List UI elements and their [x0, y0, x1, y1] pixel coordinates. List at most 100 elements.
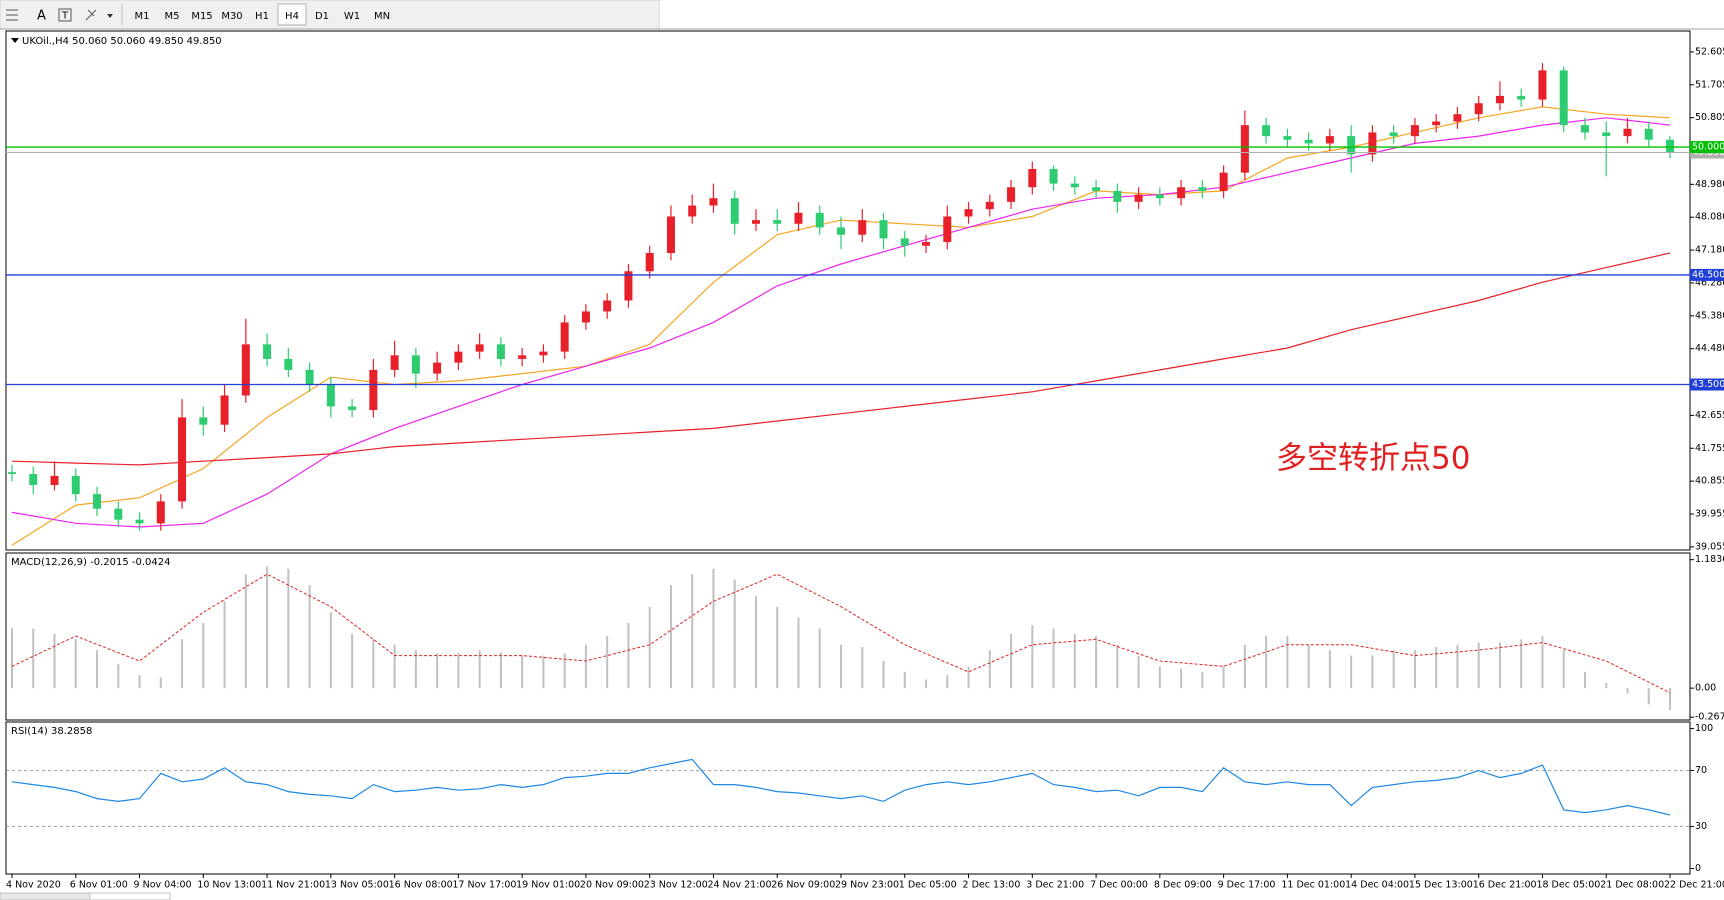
candle-body	[1474, 103, 1483, 115]
macd-bar	[1052, 628, 1055, 689]
shapes-dropdown[interactable]	[107, 14, 113, 18]
crosshair-icon[interactable]	[6, 9, 18, 21]
timeframe-button[interactable]: M5	[165, 11, 180, 22]
timeframe-button[interactable]: H1	[255, 11, 269, 22]
macd-bar	[733, 579, 736, 689]
candle-body	[241, 344, 250, 396]
macd-bar	[1371, 655, 1374, 689]
macd-bar	[818, 628, 821, 689]
timeframe-button[interactable]: M1	[135, 11, 150, 22]
macd-bar	[499, 652, 502, 689]
macd-bar	[53, 633, 56, 689]
macd-bar	[903, 671, 906, 689]
candle-body	[1517, 95, 1526, 100]
macd-bar	[244, 574, 247, 689]
x-tick-label: 3 Dec 21:00	[1026, 880, 1084, 891]
candle-body	[93, 494, 102, 509]
candle-body	[1049, 168, 1058, 184]
moving-average	[11, 252, 1671, 466]
macd-bar	[627, 623, 630, 689]
y-tick-label: 44.480	[1695, 343, 1724, 354]
macd-bar	[1392, 650, 1395, 689]
tab[interactable]	[89, 892, 171, 900]
x-tick-label: 9 Nov 04:00	[134, 880, 192, 891]
macd-bar	[74, 639, 77, 689]
candle-body	[581, 311, 590, 323]
macd-bar	[1286, 636, 1289, 689]
candle-body	[1134, 194, 1143, 202]
macd-bar	[1243, 644, 1246, 689]
candle-body	[1240, 125, 1249, 173]
level-box	[1690, 268, 1724, 281]
y-tick-label: 48.080	[1695, 212, 1724, 223]
y-tick-label: 47.180	[1695, 245, 1724, 256]
macd-bar	[1350, 655, 1353, 689]
y-tick-label: 52.605	[1695, 46, 1724, 57]
timeframe-button[interactable]: D1	[315, 11, 329, 22]
candle-body	[1623, 128, 1632, 137]
candle-body	[8, 472, 16, 475]
label-tool[interactable]	[58, 8, 72, 22]
y-tick-label: 70	[1695, 765, 1707, 776]
candle-body	[433, 362, 442, 374]
macd-bar	[946, 675, 949, 689]
candle-body	[1283, 136, 1292, 140]
y-tick-label: 39.055	[1695, 541, 1724, 552]
candle-body	[1432, 121, 1441, 126]
x-tick-label: 11 Nov 21:00	[261, 880, 325, 891]
candle-body	[1559, 70, 1568, 126]
x-tick-label: 6 Nov 01:00	[70, 880, 128, 891]
candle-body	[1389, 132, 1398, 137]
candle-body	[1538, 70, 1547, 100]
macd-bar	[414, 650, 417, 689]
candle-body	[922, 242, 931, 246]
x-tick-label: 10 Nov 13:00	[197, 880, 261, 891]
tab[interactable]	[0, 892, 91, 900]
y-tick-label: 42.655	[1695, 410, 1724, 421]
candle-body	[1453, 114, 1462, 122]
main-panel-frame	[5, 30, 1691, 551]
candle-body	[1304, 139, 1313, 144]
macd-bar	[1562, 650, 1565, 689]
x-tick-label: 13 Nov 05:00	[325, 880, 389, 891]
timeframe-button[interactable]: MN	[374, 11, 390, 22]
macd-bar	[754, 595, 757, 689]
candle-body	[1262, 125, 1271, 137]
x-tick-label: 23 Nov 12:00	[644, 880, 708, 891]
x-tick-label: 11 Dec 01:00	[1281, 880, 1345, 891]
annotation: 多空转折点50	[1276, 441, 1470, 477]
candle-body	[964, 209, 973, 217]
x-tick-label: 19 Nov 01:00	[516, 880, 580, 891]
y-tick-label: 51.705	[1695, 79, 1724, 90]
macd-bar	[542, 655, 545, 689]
candle-body	[1495, 95, 1504, 104]
candle-body	[454, 351, 463, 363]
level-box	[1690, 378, 1724, 391]
y-tick-label: 50.805	[1695, 112, 1724, 123]
timeframe-button[interactable]: W1	[344, 11, 360, 22]
timeframe-button[interactable]: M15	[191, 11, 212, 22]
text-tool[interactable]: A	[37, 9, 46, 24]
candle-body	[71, 475, 80, 495]
candle-body	[624, 271, 633, 301]
candle-body	[199, 417, 208, 425]
candle-body	[1602, 132, 1611, 137]
macd-bar	[478, 650, 481, 689]
macd-bar	[521, 655, 524, 689]
panel-menu-arrow[interactable]	[11, 38, 19, 43]
timeframe-button[interactable]: H4	[285, 11, 299, 22]
candle-body	[603, 300, 612, 312]
macd-bar	[797, 617, 800, 689]
macd-bar	[925, 679, 928, 689]
moving-average	[11, 117, 1671, 528]
shapes-tool[interactable]	[85, 9, 97, 21]
macd-bar	[266, 566, 269, 689]
candle-body	[518, 355, 527, 359]
macd-bar	[436, 653, 439, 689]
y-tick-label: 0.00	[1695, 683, 1716, 694]
macd-bar	[1328, 650, 1331, 689]
timeframe-button[interactable]: M30	[221, 11, 242, 22]
candle-body	[879, 220, 888, 239]
candle-body	[220, 395, 229, 425]
